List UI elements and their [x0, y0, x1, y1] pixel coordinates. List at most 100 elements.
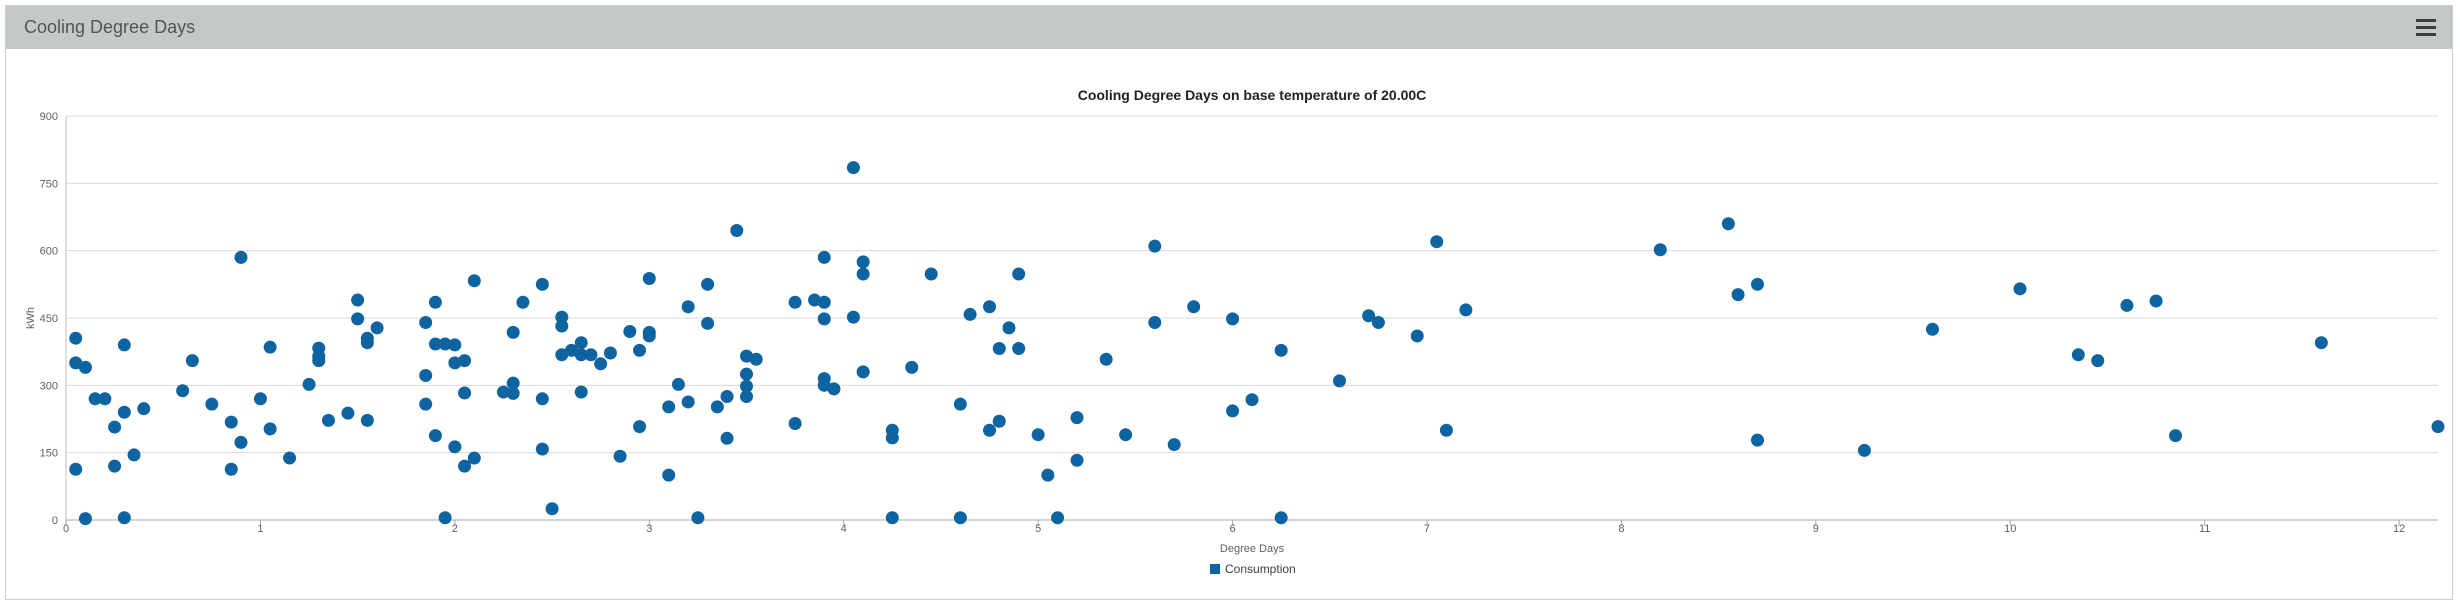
- data-point: [662, 400, 676, 414]
- data-point: [817, 250, 831, 264]
- legend-marker: [1210, 564, 1220, 574]
- data-point: [535, 277, 549, 291]
- data-point: [496, 385, 510, 399]
- x-tick-label: 1: [257, 523, 263, 535]
- data-point: [360, 336, 374, 350]
- data-point: [613, 449, 627, 463]
- data-point: [224, 415, 238, 429]
- data-point: [69, 462, 83, 476]
- data-point: [1925, 322, 1939, 336]
- data-point: [263, 340, 277, 354]
- data-point: [419, 397, 433, 411]
- y-tick-label: 900: [40, 111, 58, 123]
- data-point: [428, 295, 442, 309]
- data-point: [1012, 267, 1026, 281]
- data-point: [78, 360, 92, 374]
- y-tick-label: 150: [40, 448, 58, 460]
- data-point: [428, 337, 442, 351]
- data-point: [953, 511, 967, 525]
- data-point: [1751, 433, 1765, 447]
- legend-label: Consumption: [1225, 562, 1296, 576]
- panel-title: Cooling Degree Days: [24, 17, 196, 37]
- data-point: [1226, 312, 1240, 326]
- data-point: [351, 293, 365, 307]
- data-point: [691, 511, 705, 525]
- data-point: [137, 402, 151, 416]
- y-tick-label: 0: [52, 515, 58, 527]
- y-tick-label: 600: [40, 246, 58, 258]
- x-tick-label: 0: [63, 523, 69, 535]
- data-point: [1012, 342, 1026, 356]
- data-point: [856, 365, 870, 379]
- data-point: [176, 384, 190, 398]
- data-point: [555, 319, 569, 333]
- data-point: [1653, 243, 1667, 257]
- data-point: [885, 511, 899, 525]
- x-tick-label: 9: [1813, 523, 1819, 535]
- data-point: [69, 356, 83, 370]
- y-axis-label: kWh: [25, 307, 37, 329]
- data-point: [603, 346, 617, 360]
- data-point: [885, 431, 899, 445]
- data-point: [1051, 511, 1065, 525]
- data-point: [1857, 443, 1871, 457]
- data-point: [1119, 428, 1133, 442]
- data-point: [701, 277, 715, 291]
- data-point: [234, 250, 248, 264]
- data-point: [438, 511, 452, 525]
- data-point: [205, 397, 219, 411]
- data-point: [788, 416, 802, 430]
- data-point: [739, 390, 753, 404]
- data-point: [78, 512, 92, 526]
- x-tick-label: 11: [2199, 523, 2210, 535]
- x-axis-label: Degree Days: [1220, 543, 1285, 555]
- x-tick-label: 2: [452, 523, 458, 535]
- data-point: [681, 300, 695, 314]
- data-point: [535, 442, 549, 456]
- data-point: [749, 352, 763, 366]
- data-point: [127, 448, 141, 462]
- data-point: [1362, 309, 1376, 323]
- hamburger-menu-icon[interactable]: [2416, 19, 2436, 36]
- data-point: [633, 343, 647, 357]
- data-point: [846, 310, 860, 324]
- data-point: [808, 293, 822, 307]
- data-point: [516, 295, 530, 309]
- data-point: [924, 267, 938, 281]
- data-point: [117, 511, 131, 525]
- y-tick-label: 750: [40, 178, 58, 190]
- data-point: [467, 274, 481, 288]
- data-point: [1167, 438, 1181, 452]
- data-point: [983, 300, 997, 314]
- data-point: [846, 161, 860, 175]
- data-point: [438, 337, 452, 351]
- data-point: [108, 459, 122, 473]
- data-point: [720, 390, 734, 404]
- data-point: [1274, 343, 1288, 357]
- data-point: [594, 357, 608, 371]
- data-point: [69, 331, 83, 345]
- data-point: [1031, 428, 1045, 442]
- data-point: [224, 462, 238, 476]
- data-point: [458, 354, 472, 368]
- data-point: [341, 406, 355, 420]
- x-tick-label: 5: [1035, 523, 1041, 535]
- chart-panel: Cooling Degree Days: [5, 5, 2453, 600]
- data-point: [856, 255, 870, 269]
- data-point: [1099, 352, 1113, 366]
- data-point: [1430, 235, 1444, 249]
- data-point: [1274, 511, 1288, 525]
- data-point: [1148, 315, 1162, 329]
- data-point: [2120, 298, 2134, 312]
- data-point: [681, 395, 695, 409]
- x-tick-label: 12: [2393, 523, 2405, 535]
- data-point: [117, 338, 131, 352]
- data-point: [1332, 374, 1346, 388]
- data-point: [642, 329, 656, 343]
- data-point: [448, 440, 462, 454]
- data-point: [506, 325, 520, 339]
- data-point: [263, 422, 277, 436]
- data-point: [730, 223, 744, 237]
- data-point: [506, 386, 520, 400]
- data-point: [302, 377, 316, 391]
